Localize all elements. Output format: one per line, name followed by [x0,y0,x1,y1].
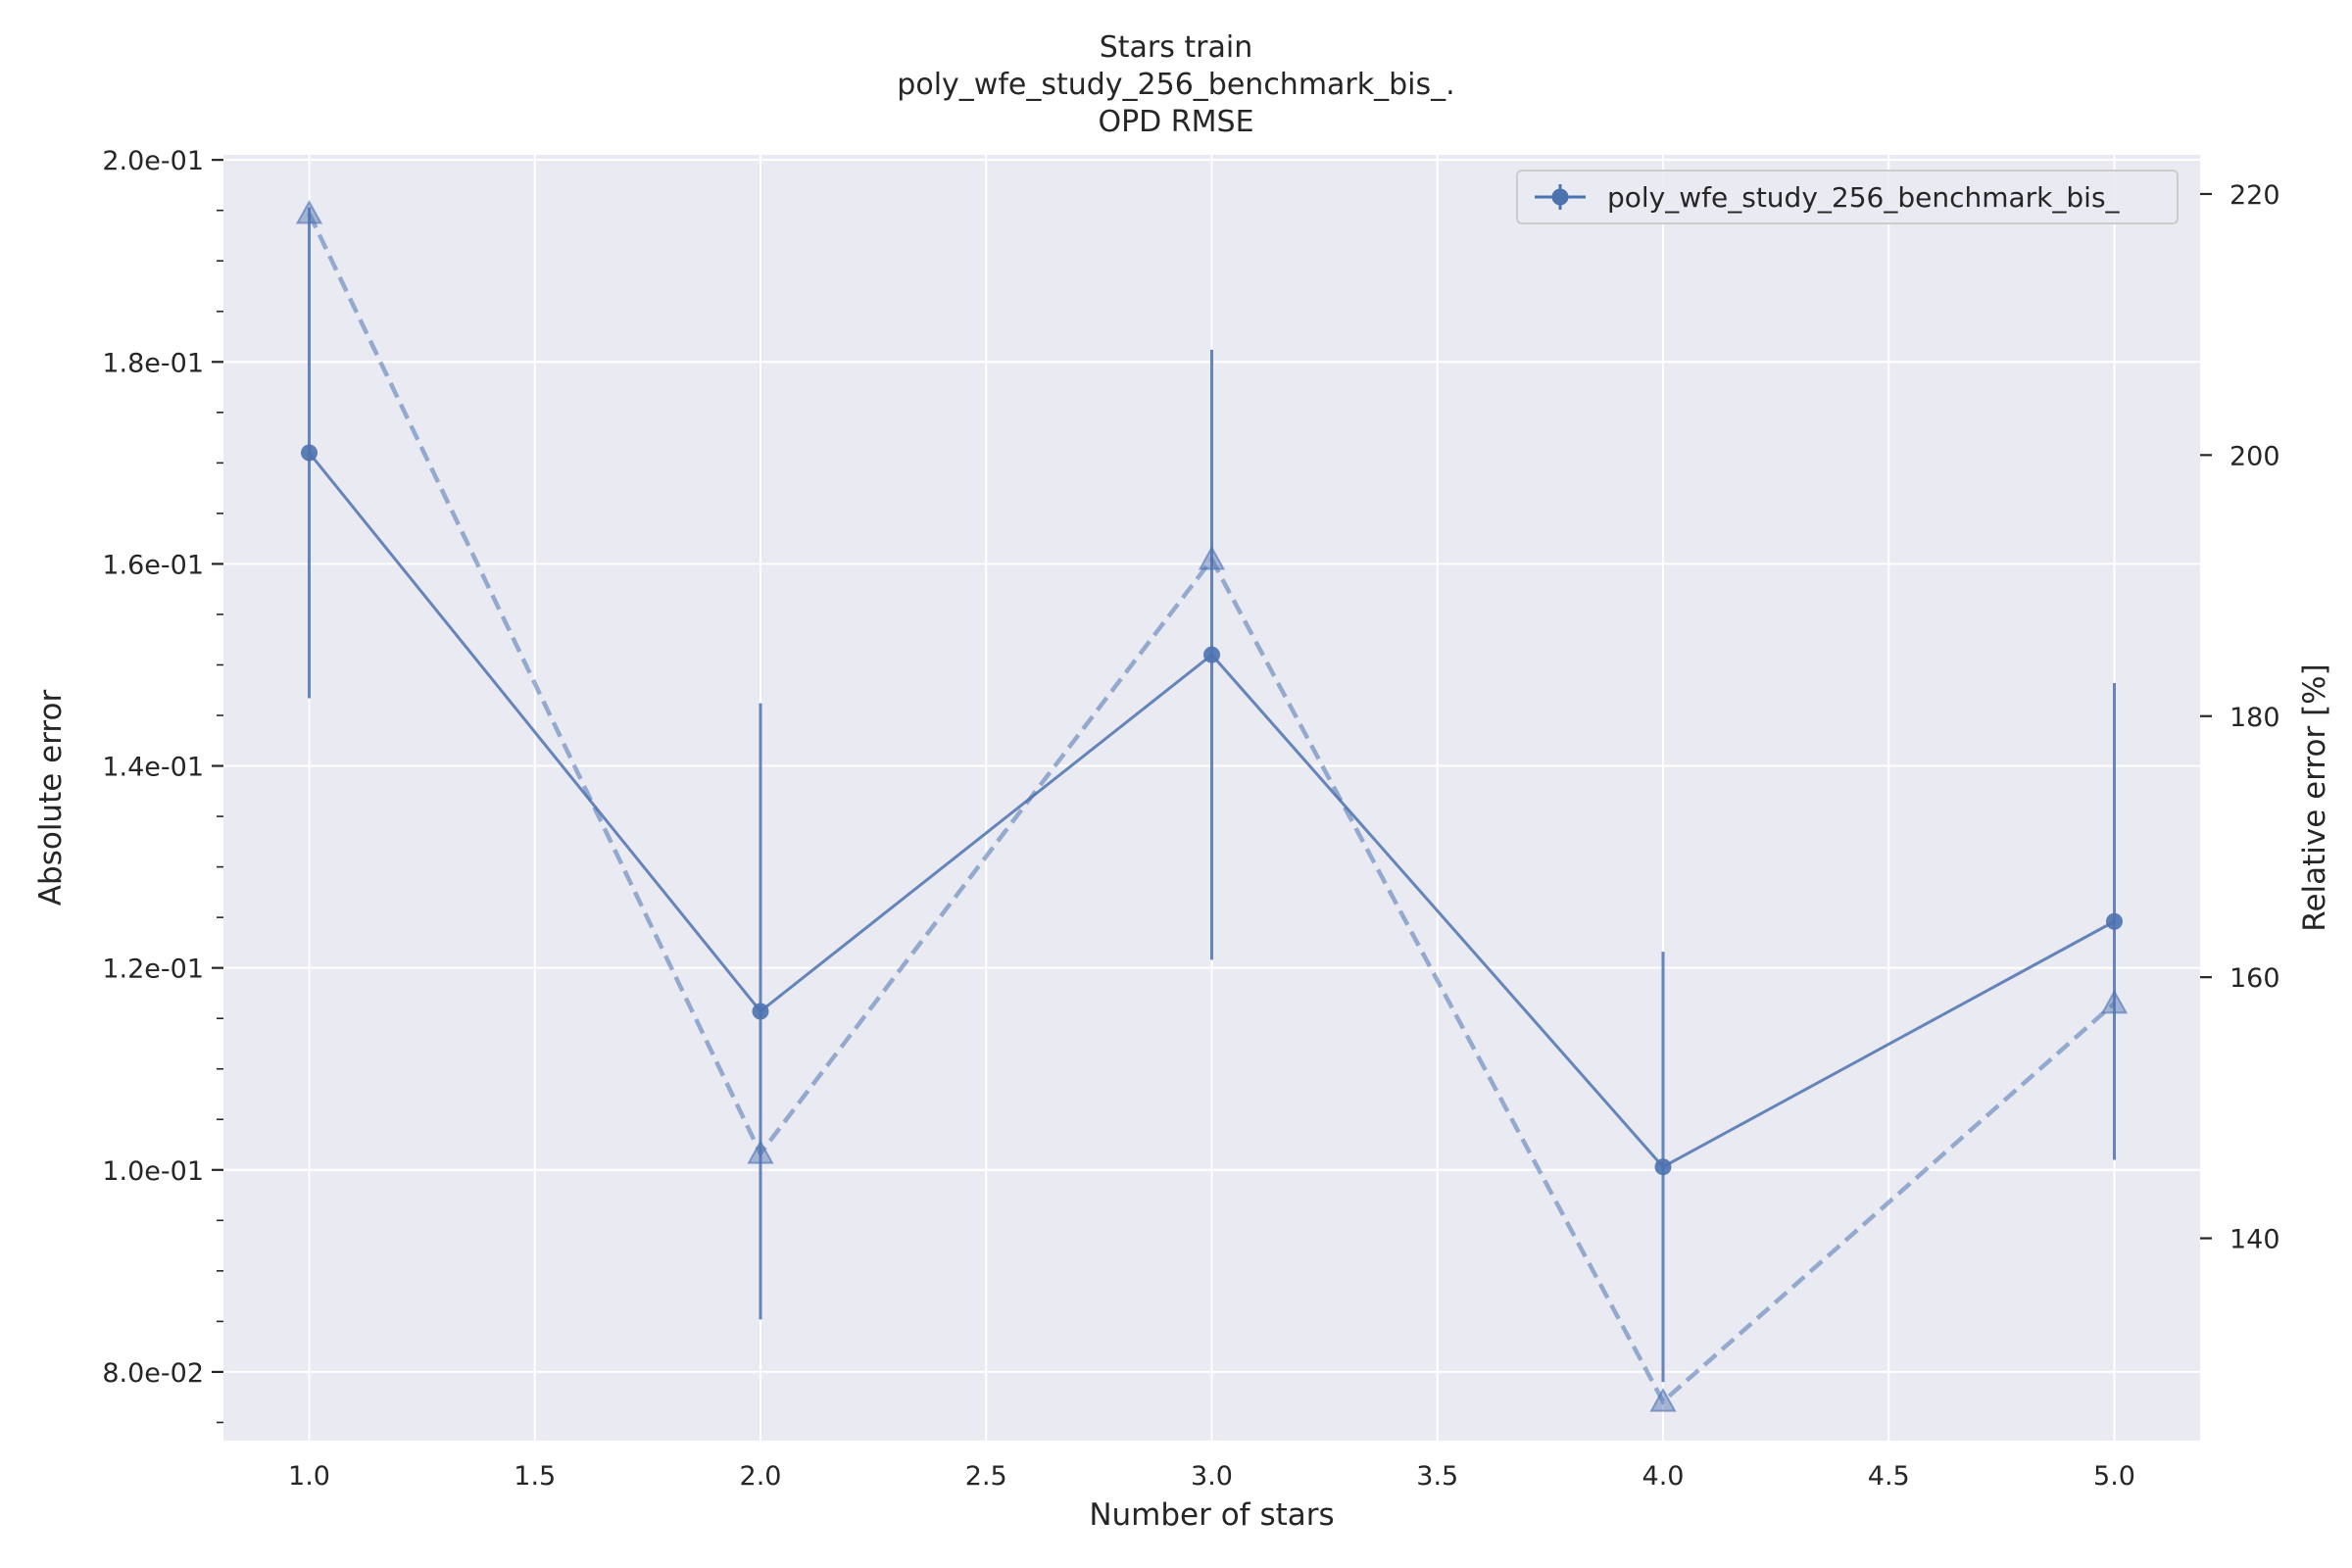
absolute-error-marker [2106,912,2124,930]
y-tick-label: 8.0e-02 [102,1358,204,1389]
y2-axis-label: Relative error [%] [2297,663,2332,931]
x-axis-label: Number of stars [1089,1497,1334,1533]
x-tick-label: 5.0 [2093,1461,2135,1492]
relative-error-marker [1649,1387,1677,1412]
x-tick-label: 1.0 [288,1461,330,1492]
absolute-error-marker [1654,1158,1672,1176]
y2-tick-label: 220 [2230,180,2280,211]
y2-tick-label: 180 [2230,703,2280,733]
y-axis-label: Absolute error [33,690,69,906]
absolute-error-marker [300,444,318,462]
y-tick-label: 1.8e-01 [102,348,204,378]
absolute-error-marker [1203,646,1220,663]
x-tick-label: 2.0 [740,1461,782,1492]
legend-box [1516,170,2179,224]
y-tick-label: 1.4e-01 [102,753,204,783]
absolute-error-marker [752,1003,769,1020]
legend-entry-label: poly_wfe_study_256_benchmark_bis_ [1607,181,2121,214]
legend-marker-sample [1551,188,1569,206]
y-tick-label: 1.2e-01 [102,955,204,985]
y2-tick-label: 160 [2230,963,2280,994]
chart-title-line-3: OPD RMSE [1098,105,1254,139]
y-tick-label: 1.6e-01 [102,550,204,580]
y2-tick-label: 200 [2230,441,2280,471]
y2-tick-label: 140 [2230,1225,2280,1255]
x-tick-label: 4.0 [1642,1461,1685,1492]
x-tick-label: 3.5 [1416,1461,1458,1492]
y-tick-label: 1.0e-01 [102,1156,204,1187]
legend: poly_wfe_study_256_benchmark_bis_ [1516,170,2179,224]
axes: 1.0 1.5 2.0 2.5 3.0 3.5 4.0 4.5 5.0 8.0e-02 1.0e-0… [33,146,2332,1533]
x-tick-label: 2.5 [965,1461,1007,1492]
series-layer [295,199,2129,1412]
chart-title-line-1: Stars train [1099,30,1253,65]
x-tick-label: 3.0 [1191,1461,1233,1492]
y-tick-label: 2.0e-01 [102,146,204,176]
chart-title-line-2: poly_wfe_study_256_benchmark_bis_. [897,68,1455,102]
x-tick-label: 1.5 [514,1461,556,1492]
x-tick-label: 4.5 [1868,1461,1910,1492]
